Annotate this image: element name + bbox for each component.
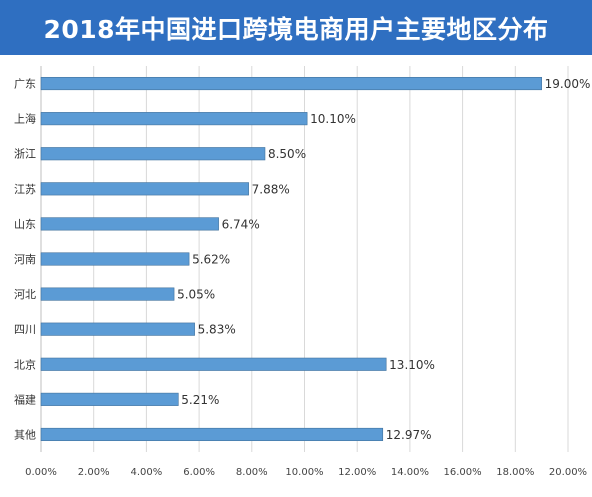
category-label: 北京 xyxy=(14,357,36,371)
bar xyxy=(40,252,190,266)
value-label: 5.21% xyxy=(181,393,219,407)
bar xyxy=(40,287,175,301)
value-label: 10.10% xyxy=(310,112,356,126)
title-bar: 2018年中国进口跨境电商用户主要地区分布 xyxy=(0,0,592,55)
category-label: 四川 xyxy=(14,323,36,336)
x-tick-label: 18.00% xyxy=(496,467,534,478)
category-label: 河北 xyxy=(14,288,36,301)
category-label: 其他 xyxy=(14,428,36,441)
bar xyxy=(40,217,219,231)
x-tick-label: 14.00% xyxy=(391,467,429,478)
bar xyxy=(40,427,384,442)
bar xyxy=(40,322,195,336)
x-tick-label: 8.00% xyxy=(236,467,268,478)
bar xyxy=(40,182,249,196)
bar xyxy=(40,112,308,126)
category-label: 山东 xyxy=(14,218,36,231)
value-label: 12.97% xyxy=(386,428,432,442)
value-label: 19.00% xyxy=(545,77,591,91)
category-label: 浙江 xyxy=(14,148,36,161)
x-tick-label: 12.00% xyxy=(338,467,376,478)
x-tick-label: 10.00% xyxy=(285,467,323,478)
bar xyxy=(40,357,387,371)
bar xyxy=(40,147,266,161)
x-tick-label: 0.00% xyxy=(25,467,57,478)
chart-title: 2018年中国进口跨境电商用户主要地区分布 xyxy=(43,14,549,44)
value-label: 5.83% xyxy=(198,323,236,337)
value-label: 13.10% xyxy=(389,358,435,372)
category-label: 江苏 xyxy=(14,183,36,196)
bar xyxy=(40,392,179,406)
x-tick-label: 4.00% xyxy=(131,467,163,478)
value-label: 5.62% xyxy=(192,253,230,267)
category-label: 福建 xyxy=(14,392,36,406)
value-label: 6.74% xyxy=(222,217,260,231)
category-label: 河南 xyxy=(14,253,36,266)
bar xyxy=(40,76,542,91)
value-label: 7.88% xyxy=(252,182,290,196)
value-label: 8.50% xyxy=(268,147,306,161)
x-tick-label: 2.00% xyxy=(78,467,110,478)
x-tick-label: 20.00% xyxy=(549,467,587,478)
x-tick-label: 6.00% xyxy=(183,467,215,478)
category-label: 上海 xyxy=(14,112,36,126)
value-label: 5.05% xyxy=(177,288,215,302)
x-tick-label: 16.00% xyxy=(444,467,482,478)
category-label: 广东 xyxy=(14,78,36,91)
